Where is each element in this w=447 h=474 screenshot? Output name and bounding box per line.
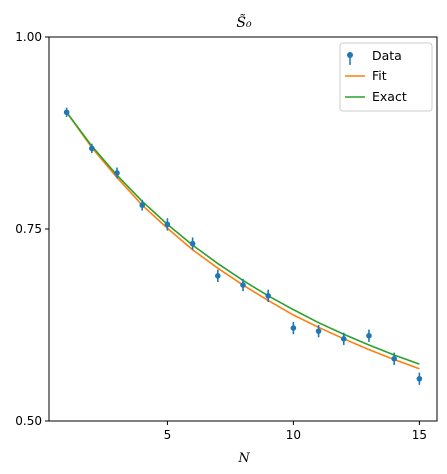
data-point-data [63, 109, 70, 116]
y-axis: 0.50 0.75 1.00 [15, 30, 49, 428]
legend-label-exact: Exact [372, 89, 407, 104]
data-point-data [290, 325, 297, 331]
y-tick-label: 0.50 [15, 414, 42, 428]
data-point-data [215, 273, 221, 279]
data-point-data [366, 332, 372, 339]
series-layer [63, 107, 423, 385]
data-point-data [391, 355, 397, 362]
x-tick-label: 15 [412, 428, 427, 442]
data-point-data [189, 240, 196, 247]
chart-title: S̃₀ [236, 13, 252, 31]
legend-data-marker [347, 52, 353, 58]
x-axis: 5 10 15 [164, 421, 427, 442]
data-point-data [315, 328, 322, 334]
x-tick-label: 10 [286, 428, 301, 442]
legend: Data Fit Exact [339, 42, 433, 112]
data-point-data [265, 293, 271, 299]
data-point-data [164, 221, 171, 228]
legend-label-fit: Fit [372, 68, 387, 83]
data-point-data [240, 282, 246, 288]
legend-label-data: Data [372, 48, 402, 63]
y-tick-label: 1.00 [15, 30, 42, 44]
legend-box [339, 42, 433, 112]
data-point-data [416, 375, 423, 382]
y-tick-label: 0.75 [15, 222, 42, 236]
x-axis-label: N [237, 451, 250, 466]
data-point-data [89, 145, 95, 152]
data-point-data [139, 202, 146, 208]
data-point-data [340, 336, 347, 342]
x-tick-label: 5 [164, 428, 172, 442]
data-point-data [114, 170, 120, 176]
